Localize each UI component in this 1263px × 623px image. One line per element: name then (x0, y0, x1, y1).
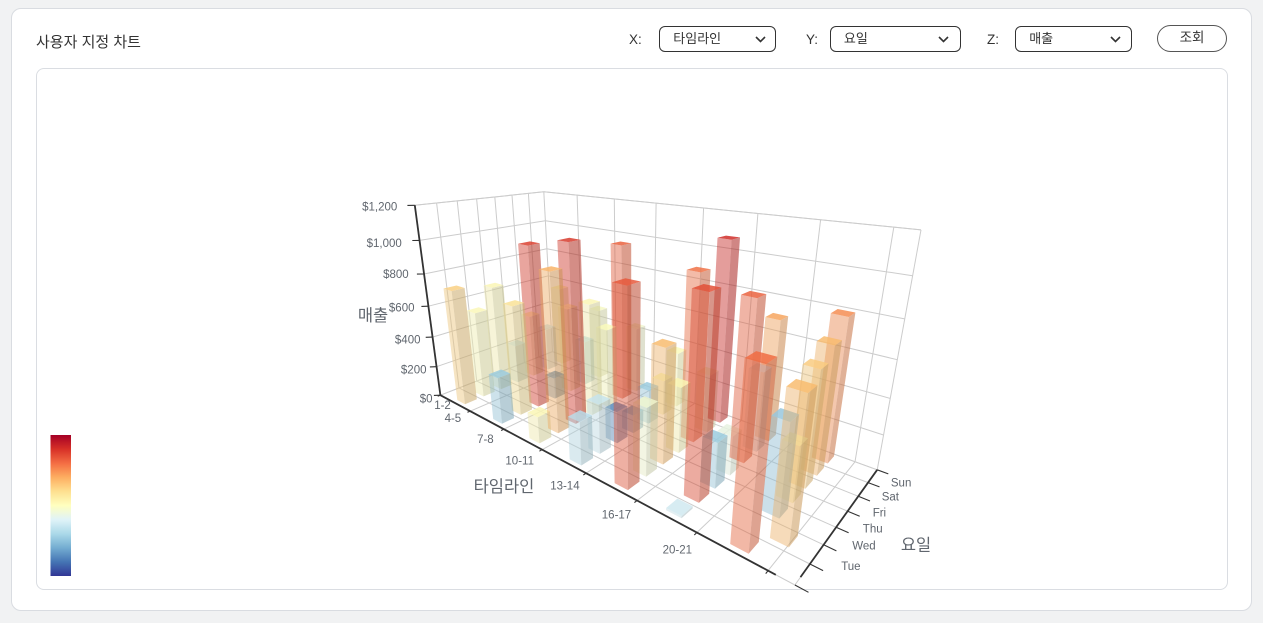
svg-text:타임라인: 타임라인 (474, 477, 535, 496)
svg-text:Fri: Fri (873, 508, 886, 520)
svg-text:10-11: 10-11 (505, 456, 534, 468)
svg-text:$400: $400 (395, 335, 421, 347)
svg-text:요일: 요일 (901, 535, 931, 554)
svg-text:7-8: 7-8 (477, 434, 494, 446)
svg-text:Sat: Sat (882, 492, 900, 504)
svg-text:Tue: Tue (841, 561, 860, 573)
svg-text:Sun: Sun (891, 478, 911, 490)
svg-text:16-17: 16-17 (602, 509, 631, 521)
svg-text:$800: $800 (383, 269, 409, 281)
svg-text:Wed: Wed (852, 541, 875, 553)
svg-text:13-14: 13-14 (550, 480, 580, 492)
svg-text:4-5: 4-5 (445, 413, 462, 425)
svg-text:1-2: 1-2 (434, 400, 451, 412)
svg-text:$1,000: $1,000 (367, 238, 402, 250)
svg-text:Thu: Thu (863, 523, 883, 535)
svg-text:$0: $0 (420, 394, 433, 406)
svg-text:$200: $200 (401, 365, 427, 377)
svg-text:20-21: 20-21 (663, 545, 692, 557)
svg-text:$600: $600 (389, 303, 415, 315)
svg-text:$1,200: $1,200 (362, 202, 397, 214)
svg-text:매출: 매출 (358, 306, 388, 325)
